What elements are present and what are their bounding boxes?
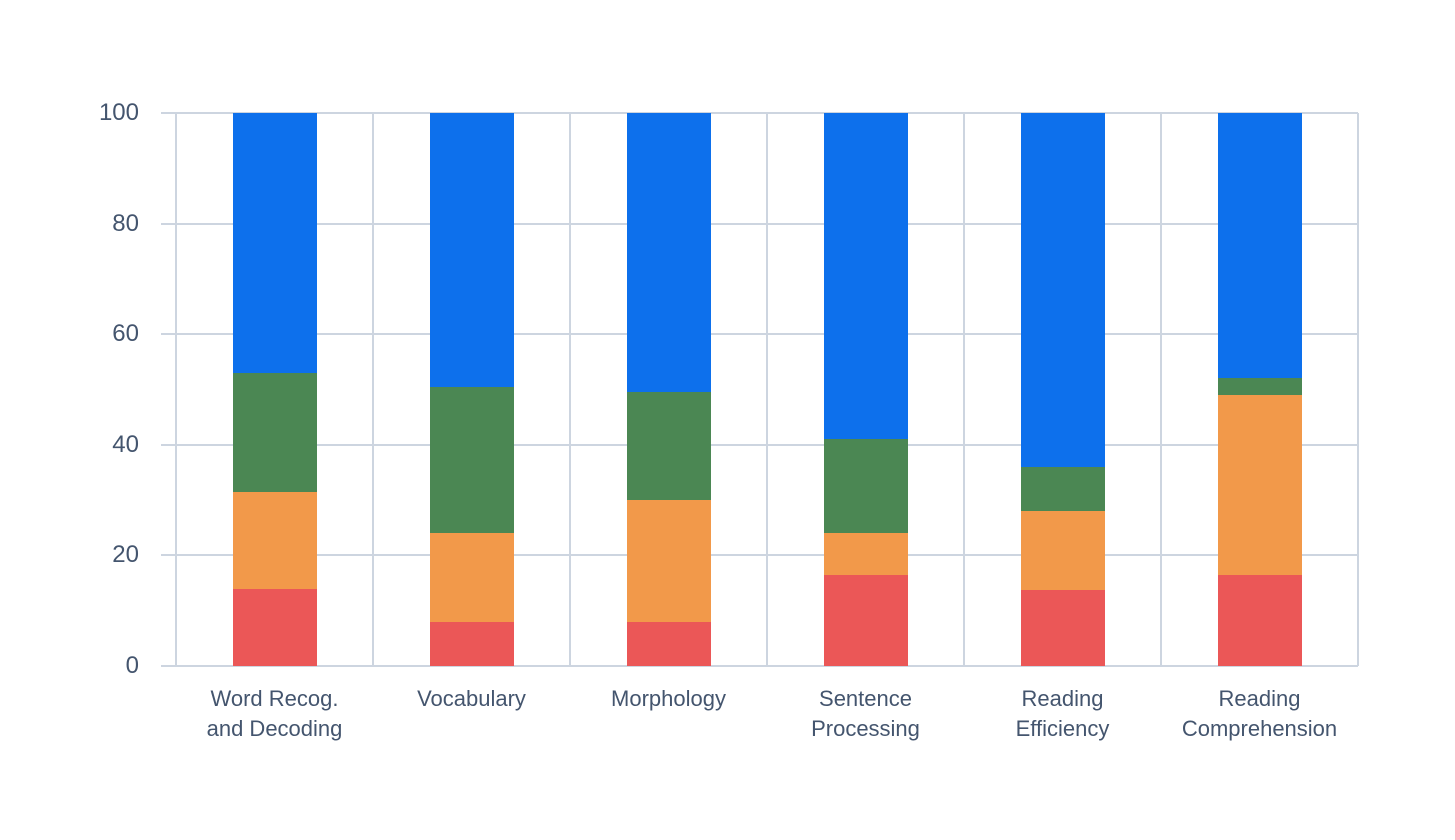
horizontal-gridline (161, 333, 1358, 336)
stacked-bar (626, 113, 711, 666)
category-label: Morphology (611, 686, 726, 711)
blue-top-segment (1217, 113, 1302, 379)
orange-segment (232, 491, 317, 589)
stacked-bar (1020, 113, 1105, 666)
blue-top-segment (823, 113, 908, 440)
red-bottom-segment (1020, 589, 1105, 666)
green-segment (1020, 466, 1105, 512)
stacked-bar (1217, 113, 1302, 666)
green-segment (1217, 378, 1302, 396)
y-tick-label: 60 (112, 320, 139, 348)
red-bottom-segment (1217, 574, 1302, 666)
x-axis-line (161, 665, 1358, 667)
category-label: Sentence Processing (811, 686, 920, 741)
category-label: Word Recog. and Decoding (206, 686, 343, 741)
vertical-gridline (1357, 113, 1359, 666)
y-tick-label: 0 (125, 652, 139, 679)
green-segment (232, 372, 317, 492)
stacked-bar (429, 113, 514, 666)
y-tick-label: 20 (112, 541, 139, 569)
category-label: Reading Comprehension (1181, 686, 1338, 741)
orange-segment (626, 500, 711, 622)
orange-segment (1217, 395, 1302, 575)
red-bottom-segment (429, 621, 514, 666)
category-label: Vocabulary (417, 686, 526, 711)
vertical-gridline (569, 113, 571, 666)
green-segment (823, 439, 908, 534)
y-tick-label: 40 (112, 430, 139, 458)
blue-top-segment (429, 113, 514, 387)
orange-segment (823, 533, 908, 575)
plot-area (161, 112, 1359, 667)
vertical-gridline (175, 113, 177, 666)
vertical-gridline (963, 113, 965, 666)
blue-top-segment (1020, 113, 1105, 467)
orange-segment (1020, 511, 1105, 590)
category-label: Reading Efficiency (1015, 686, 1110, 741)
horizontal-gridline (161, 443, 1358, 446)
horizontal-gridline (161, 112, 1358, 114)
blue-top-segment (232, 113, 317, 373)
red-bottom-segment (823, 574, 908, 666)
vertical-gridline (766, 113, 768, 666)
green-segment (626, 392, 711, 501)
stacked-bar (232, 113, 317, 666)
orange-segment (429, 533, 514, 622)
vertical-gridline (372, 113, 374, 666)
y-tick-label: 100 (98, 99, 139, 126)
y-tick-label: 80 (112, 209, 139, 237)
vertical-gridline (1160, 113, 1162, 666)
horizontal-gridline (161, 554, 1358, 557)
red-bottom-segment (626, 621, 711, 666)
blue-top-segment (626, 113, 711, 393)
horizontal-gridline (161, 222, 1358, 225)
green-segment (429, 386, 514, 534)
red-bottom-segment (232, 588, 317, 666)
stacked-bar (823, 113, 908, 666)
